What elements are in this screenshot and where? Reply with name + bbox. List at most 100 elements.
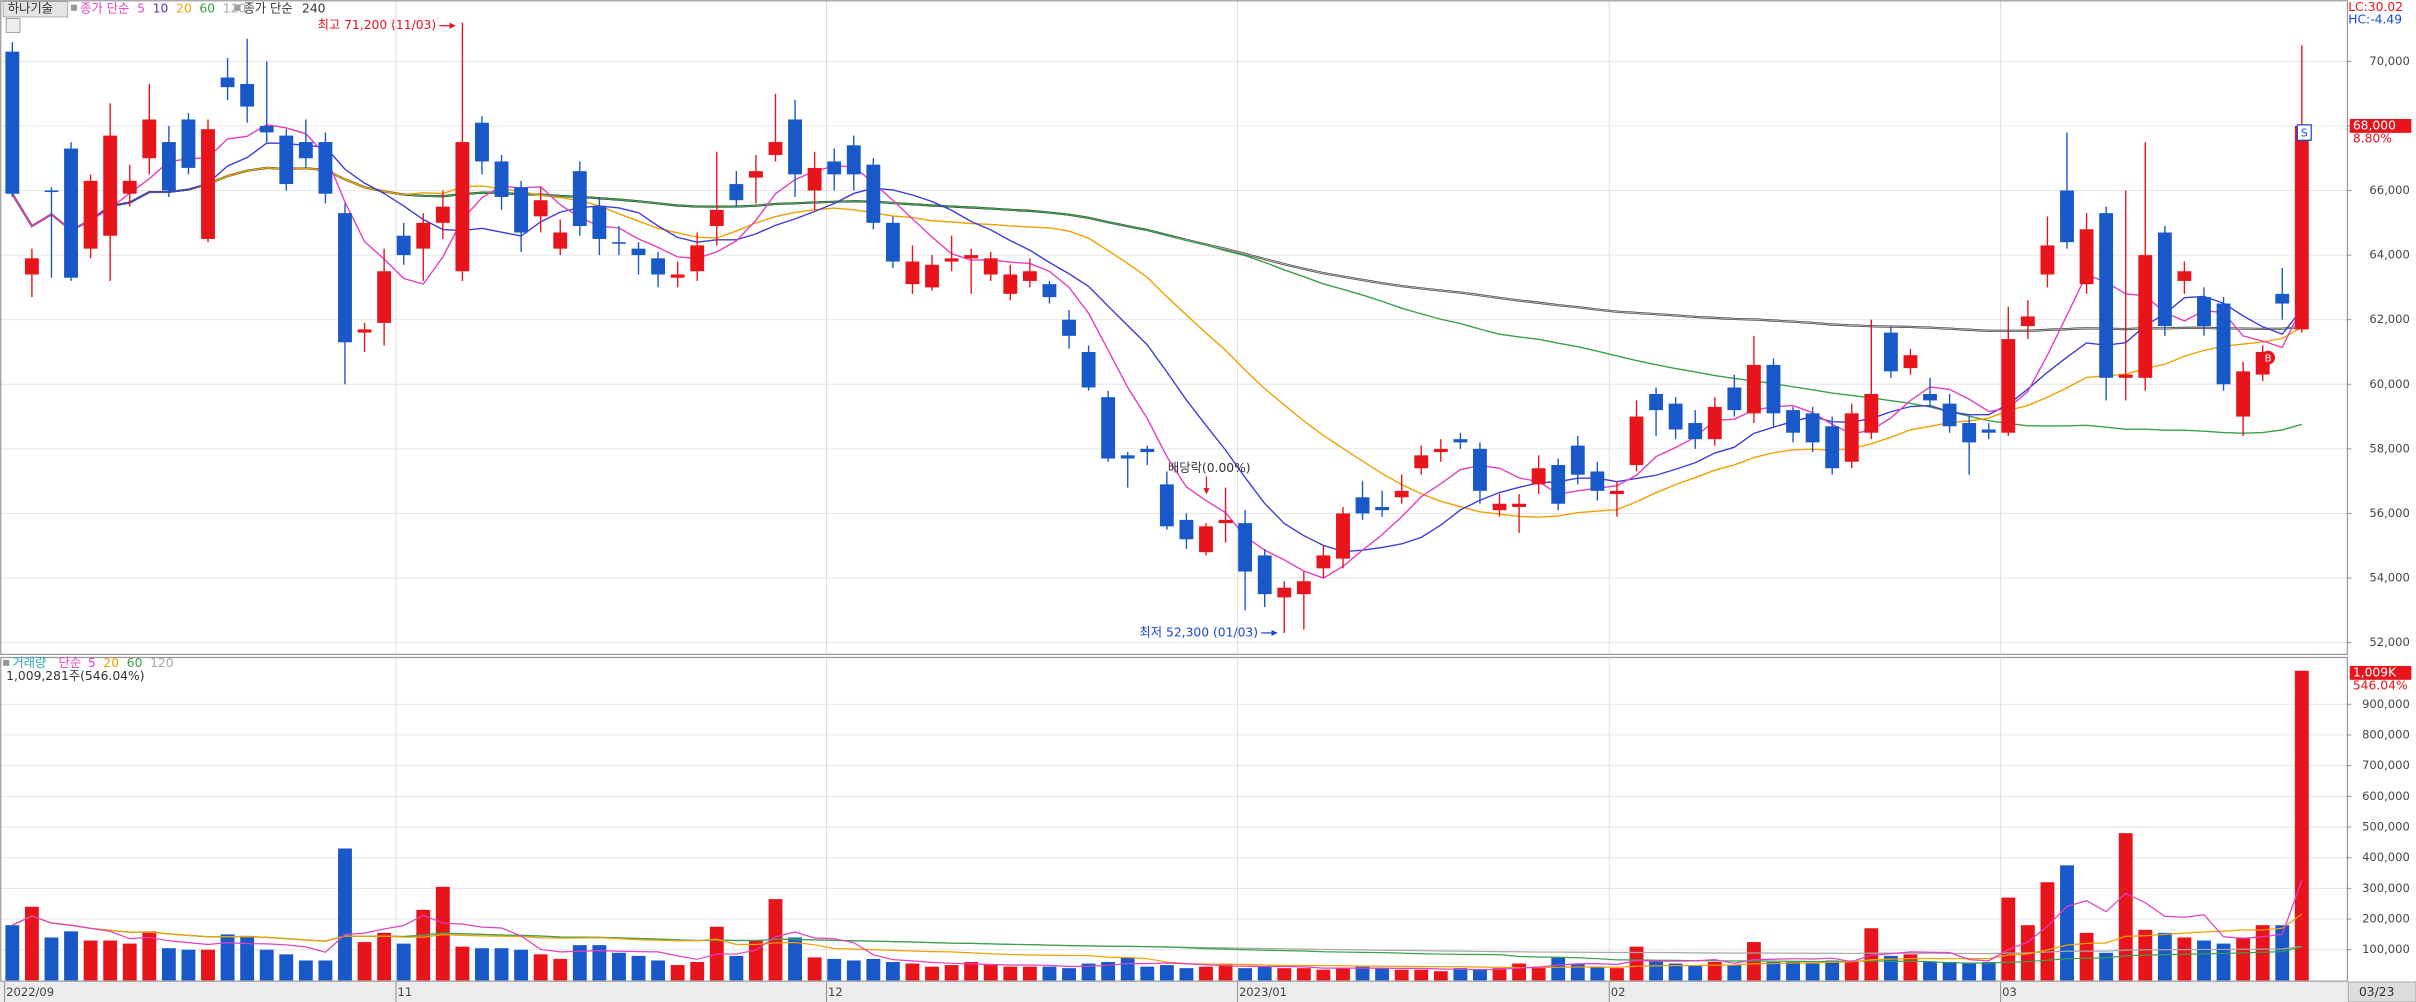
volume-bar xyxy=(1101,962,1116,981)
volume-last-pct: 546.04% xyxy=(2353,678,2408,692)
ma-line xyxy=(11,142,2303,553)
candle-body xyxy=(357,329,372,333)
candle-body xyxy=(24,258,39,275)
volume-current-label: 1,009,281주(546.04%) xyxy=(6,669,144,683)
candle-body xyxy=(788,119,802,175)
x-axis-strip xyxy=(0,981,2416,1002)
legend-square xyxy=(234,4,241,11)
candle-body xyxy=(1492,503,1507,511)
candle-body xyxy=(1629,416,1644,465)
candle-body xyxy=(64,148,78,278)
volume-bar xyxy=(572,945,587,981)
volume-ma-line xyxy=(12,880,2303,971)
volume-bar xyxy=(533,954,548,981)
candle-body xyxy=(846,145,861,175)
candle-body xyxy=(377,271,392,323)
candle-body xyxy=(2197,297,2211,327)
candle-body xyxy=(748,171,763,178)
volume-bar xyxy=(690,962,705,981)
volume-bar xyxy=(925,966,939,981)
candle-body xyxy=(1062,319,1076,336)
candle-body xyxy=(1081,351,1096,388)
volume-bar xyxy=(807,957,822,981)
volume-bar xyxy=(1159,965,1174,981)
candle-body xyxy=(1453,439,1468,443)
volume-bar xyxy=(846,960,861,981)
ma-legend-period: 120 xyxy=(150,656,174,670)
y-tick-label: 500,000 xyxy=(2362,820,2410,834)
x-tick-label: 2022/09 xyxy=(6,985,54,999)
y-tick-label: 60,000 xyxy=(2369,377,2409,391)
volume-bar xyxy=(1981,962,1996,981)
volume-panel xyxy=(0,656,2349,982)
volume-bar xyxy=(1042,966,1057,981)
low-label: 최저 52,300 (01/03) xyxy=(1139,625,1258,639)
volume-bar xyxy=(1277,968,1292,981)
volume-bar xyxy=(866,958,881,981)
candle-body xyxy=(533,200,548,217)
candle-body xyxy=(1473,448,1487,491)
volume-bar xyxy=(1218,963,1233,981)
y-tick-label: 62,000 xyxy=(2369,312,2409,326)
volume-bar xyxy=(1394,969,1409,981)
volume-bar xyxy=(2040,882,2055,981)
volume-bar xyxy=(122,943,137,981)
volume-bar xyxy=(944,965,959,981)
candle-body xyxy=(181,119,196,168)
ma-legend-period: 10 xyxy=(153,2,169,16)
volume-legend-title: 거래량 xyxy=(12,656,46,670)
candle-body xyxy=(729,184,744,201)
candle-body xyxy=(1903,355,1918,369)
candle-body xyxy=(612,242,626,244)
volume-bar xyxy=(396,943,411,981)
volume-bar xyxy=(1923,962,1937,981)
candle-body xyxy=(866,164,881,223)
volume-bar xyxy=(1316,969,1331,981)
candle-body xyxy=(2177,271,2192,281)
volume-bar xyxy=(2099,952,2114,981)
candle-body xyxy=(1883,332,1898,372)
volume-ma-legend-label: 단순 xyxy=(59,656,82,670)
volume-bar xyxy=(1336,968,1350,981)
candle-body xyxy=(592,206,607,239)
y-tick-label: 300,000 xyxy=(2362,881,2410,895)
candle-body xyxy=(1218,519,1233,524)
candle-body xyxy=(1394,490,1409,498)
ma-legend-period: 120 xyxy=(223,2,247,16)
candle-body xyxy=(905,261,920,285)
candle-body xyxy=(396,235,411,256)
candle-body xyxy=(1766,364,1781,414)
volume-bar xyxy=(1590,966,1605,981)
candle-body xyxy=(631,248,646,256)
candle-body xyxy=(1336,513,1350,559)
candle-body xyxy=(1042,284,1057,298)
candle-body xyxy=(651,258,666,275)
volume-bar xyxy=(612,952,626,981)
candle-body xyxy=(964,255,979,259)
y-tick-label: 400,000 xyxy=(2362,850,2410,864)
candle-body xyxy=(1257,555,1272,595)
volume-bar xyxy=(1492,968,1507,981)
volume-bar xyxy=(592,945,607,981)
candle-body xyxy=(572,171,587,227)
candle-body xyxy=(1805,413,1820,443)
volume-bar xyxy=(475,948,489,981)
y-tick-label: 56,000 xyxy=(2369,506,2409,520)
candle-body xyxy=(279,135,294,185)
candle-body xyxy=(475,122,489,162)
candle-body xyxy=(416,222,431,249)
candle-body xyxy=(2236,371,2251,417)
candle-body xyxy=(2020,316,2035,327)
candle-body xyxy=(455,142,470,272)
candle-body xyxy=(1022,271,1037,281)
volume-bar xyxy=(5,925,20,981)
mark-layer xyxy=(5,22,2309,981)
volume-bar xyxy=(1022,966,1037,981)
hc-label: HC:-4.49 xyxy=(2348,13,2402,27)
volume-bar xyxy=(1355,966,1370,981)
candle-body xyxy=(1786,410,1800,433)
volume-bar xyxy=(1453,968,1468,981)
candle-body xyxy=(1551,464,1566,504)
menu-icon[interactable] xyxy=(5,18,21,33)
